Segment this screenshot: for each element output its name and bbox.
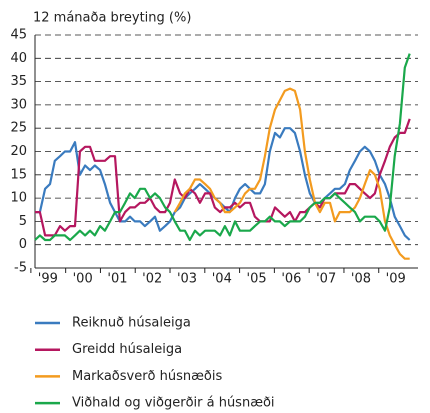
y-tick-label: 5 xyxy=(19,214,27,229)
y-tick-label: 35 xyxy=(10,74,27,89)
y-tick-label: 15 xyxy=(10,167,27,182)
x-tick-label: '04 xyxy=(212,272,232,287)
y-tick-label: 40 xyxy=(10,51,27,66)
x-tick-label: '01 xyxy=(107,272,127,287)
y-tick-label: -5 xyxy=(14,261,27,276)
legend-label: Markaðsverð húsnæðis xyxy=(72,369,222,384)
x-tick-label: '00 xyxy=(73,272,93,287)
x-tick-label: '08 xyxy=(351,272,371,287)
y-tick-label: 0 xyxy=(19,237,27,252)
x-tick-label: '06 xyxy=(281,272,301,287)
x-tick-label: '99 xyxy=(38,272,58,287)
x-tick-label: '03 xyxy=(177,272,197,287)
series-line xyxy=(34,53,411,242)
chart-title: 12 mánaða breyting (%) xyxy=(33,11,191,26)
series-line xyxy=(35,118,411,237)
y-tick-label: 30 xyxy=(10,97,27,112)
x-tick-label: '07 xyxy=(316,272,336,287)
y-tick-label: 10 xyxy=(10,191,27,206)
legend-label: Greidd húsaleiga xyxy=(72,342,182,357)
x-tick-label: '09 xyxy=(386,272,406,287)
y-tick-label: 20 xyxy=(10,144,27,159)
legend-label: Reiknuð húsaleiga xyxy=(72,316,191,331)
y-tick-label: 25 xyxy=(10,121,27,136)
legend-label: Viðhald og viðgerðir á húsnæði xyxy=(72,396,275,411)
x-tick-label: '02 xyxy=(142,272,162,287)
x-tick-label: '05 xyxy=(247,272,267,287)
series-line xyxy=(173,87,410,260)
y-tick-label: 45 xyxy=(10,28,27,43)
